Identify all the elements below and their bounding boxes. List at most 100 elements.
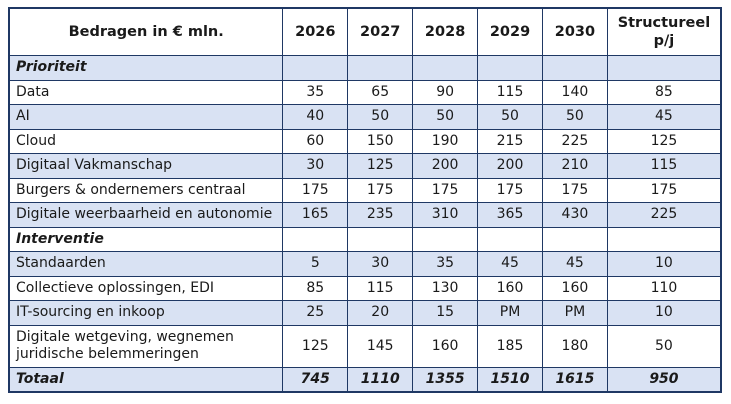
cell-value: 145 — [347, 324, 414, 368]
cell-value: 210 — [541, 153, 608, 179]
row-label: AI — [8, 104, 284, 130]
column-header: 2026 — [282, 7, 349, 57]
section-row: Prioriteit — [8, 55, 722, 81]
cell-value: 140 — [541, 79, 608, 106]
cell-value: 1355 — [412, 366, 479, 393]
table-row: Digitaal Vakmanschap 30 125 200 200 210 115 — [8, 153, 722, 179]
table-header: Bedragen in € mln. 2026 2027 2028 2029 2030 St… — [8, 7, 722, 57]
cell-value: 190 — [412, 128, 479, 155]
cell-value — [477, 55, 543, 81]
cell-value: 10 — [606, 300, 722, 326]
table-row: Data 35 65 90 115 140 85 — [8, 79, 722, 106]
cell-value: 35 — [412, 251, 479, 277]
cell-value: 85 — [282, 275, 349, 302]
cell-value: 180 — [541, 324, 608, 368]
cell-value: 215 — [477, 128, 543, 155]
table-row: Digitale wetgeving, wegnemen juridische … — [8, 324, 722, 368]
cell-value: 130 — [412, 275, 479, 302]
row-label: Data — [8, 79, 284, 106]
table-body: Prioriteit Data 35 65 90 115 140 85 AI 40 50 50 50 50… — [8, 55, 722, 393]
table-row: Digitale weerbaarheid en autonomie 165 235… — [8, 202, 722, 228]
row-label: Standaarden — [8, 251, 284, 277]
cell-value: 175 — [282, 177, 349, 204]
cell-value: 175 — [477, 177, 543, 204]
cell-value: 125 — [606, 128, 722, 155]
row-label: Collectieve oplossingen, EDI — [8, 275, 284, 302]
cell-value: PM — [477, 300, 543, 326]
cell-value: 225 — [541, 128, 608, 155]
cell-value: 15 — [412, 300, 479, 326]
cell-value: 365 — [477, 202, 543, 228]
cell-value: 125 — [282, 324, 349, 368]
cell-value — [347, 226, 414, 253]
cell-value: 50 — [606, 324, 722, 368]
cell-value: 85 — [606, 79, 722, 106]
cell-value — [606, 55, 722, 81]
cell-value — [347, 55, 414, 81]
cell-value: 200 — [412, 153, 479, 179]
cell-value: 1510 — [477, 366, 543, 393]
cell-value: 430 — [541, 202, 608, 228]
budget-table: Bedragen in € mln. 2026 2027 2028 2029 2030 St… — [8, 7, 722, 394]
cell-value: 115 — [606, 153, 722, 179]
row-label: Digitale wetgeving, wegnemen juridische … — [8, 324, 284, 368]
cell-value: 45 — [606, 104, 722, 130]
row-label: Digitaal Vakmanschap — [8, 153, 284, 179]
cell-value: 40 — [282, 104, 349, 130]
header-row: Bedragen in € mln. 2026 2027 2028 2029 2030 St… — [8, 7, 722, 57]
cell-value: 950 — [606, 366, 722, 393]
column-header: Structureel p/j — [606, 7, 722, 57]
table-row: Cloud 60 150 190 215 225 125 — [8, 128, 722, 155]
cell-value: 175 — [412, 177, 479, 204]
cell-value: 175 — [347, 177, 414, 204]
cell-value: 165 — [282, 202, 349, 228]
cell-value: 10 — [606, 251, 722, 277]
cell-value: 1615 — [541, 366, 608, 393]
cell-value: 175 — [606, 177, 722, 204]
cell-value: 30 — [347, 251, 414, 277]
cell-value: 45 — [477, 251, 543, 277]
row-label: Burgers & ondernemers centraal — [8, 177, 284, 204]
cell-value: 175 — [541, 177, 608, 204]
row-label: Interventie — [8, 226, 284, 253]
column-header: 2027 — [347, 7, 414, 57]
cell-value: 160 — [412, 324, 479, 368]
row-label: Prioriteit — [8, 55, 284, 81]
total-row: Totaal 745 1110 1355 1510 1615 950 — [8, 366, 722, 393]
cell-value: 115 — [477, 79, 543, 106]
cell-value: PM — [541, 300, 608, 326]
column-header: Bedragen in € mln. — [8, 7, 284, 57]
cell-value — [412, 55, 479, 81]
cell-value: 90 — [412, 79, 479, 106]
cell-value — [606, 226, 722, 253]
cell-value — [282, 226, 349, 253]
row-label: Cloud — [8, 128, 284, 155]
cell-value: 160 — [477, 275, 543, 302]
table-row: AI 40 50 50 50 50 45 — [8, 104, 722, 130]
cell-value: 1110 — [347, 366, 414, 393]
cell-value: 50 — [412, 104, 479, 130]
cell-value: 160 — [541, 275, 608, 302]
table-row: IT-sourcing en inkoop 25 20 15 PM PM 10 — [8, 300, 722, 326]
cell-value — [282, 55, 349, 81]
table-row: Collectieve oplossingen, EDI 85 115 130 160 1… — [8, 275, 722, 302]
cell-value: 45 — [541, 251, 608, 277]
cell-value — [412, 226, 479, 253]
column-header: 2030 — [541, 7, 608, 57]
cell-value: 30 — [282, 153, 349, 179]
cell-value — [477, 226, 543, 253]
column-header: 2029 — [477, 7, 543, 57]
cell-value: 125 — [347, 153, 414, 179]
cell-value: 50 — [347, 104, 414, 130]
cell-value: 35 — [282, 79, 349, 106]
row-label: IT-sourcing en inkoop — [8, 300, 284, 326]
cell-value: 25 — [282, 300, 349, 326]
cell-value: 50 — [541, 104, 608, 130]
cell-value: 225 — [606, 202, 722, 228]
cell-value: 200 — [477, 153, 543, 179]
cell-value: 115 — [347, 275, 414, 302]
cell-value: 745 — [282, 366, 349, 393]
cell-value: 185 — [477, 324, 543, 368]
row-label: Totaal — [8, 366, 284, 393]
